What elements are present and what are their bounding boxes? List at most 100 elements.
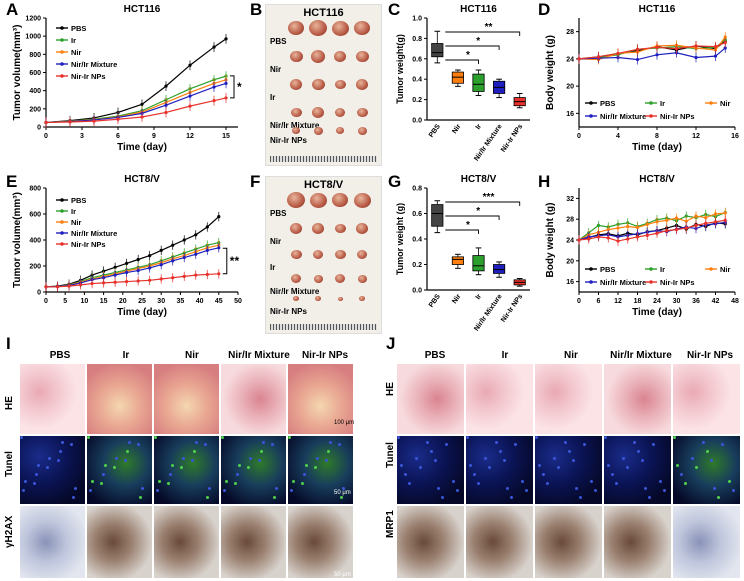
legend-marker xyxy=(60,220,64,224)
y-tick-label: 20 xyxy=(566,84,574,91)
data-point xyxy=(616,239,620,243)
stain-speck xyxy=(728,480,731,483)
column-header: PBS xyxy=(49,350,71,361)
stain-speck xyxy=(397,436,400,439)
legend-label: Nir xyxy=(720,99,731,108)
micrograph-tile xyxy=(673,436,740,504)
tumor-specimen xyxy=(337,296,343,301)
stain-speck xyxy=(702,441,705,444)
legend-label: Ir xyxy=(71,207,76,216)
stain-speck xyxy=(684,482,687,485)
data-point xyxy=(704,216,708,220)
tumor-specimen xyxy=(311,78,325,91)
stain-speck xyxy=(275,487,278,490)
data-point xyxy=(596,55,601,59)
y-tick-label: 24 xyxy=(566,56,574,63)
micrograph-tile xyxy=(20,364,85,434)
micrograph-tile xyxy=(87,506,152,578)
data-point xyxy=(68,120,72,124)
stain-speck xyxy=(452,480,455,483)
y-tick-label: 16 xyxy=(566,279,574,286)
tumor-specimen xyxy=(313,250,323,259)
significance-bracket xyxy=(445,201,521,206)
y-axis-label: Body weight (g) xyxy=(545,203,556,278)
legend-label: Nir-Ir NPs xyxy=(660,278,695,287)
stain-speck xyxy=(91,480,94,483)
stain-speck xyxy=(325,459,328,462)
column-header: Nir/Ir Mixture xyxy=(228,350,290,361)
data-point xyxy=(626,224,630,229)
tumor-specimen xyxy=(309,20,327,37)
tumor-specimen xyxy=(356,79,368,90)
legend-label: Nir/Ir Mixture xyxy=(600,112,646,121)
y-tick-label: 0.2 xyxy=(412,262,422,269)
micrograph-tile xyxy=(397,506,464,578)
data-point xyxy=(182,255,186,260)
panel-label-h: H xyxy=(538,172,551,191)
legend-label: Nir xyxy=(71,48,82,57)
y-axis-label: Tumor weight (g) xyxy=(395,203,405,275)
tumor-specimen xyxy=(313,274,323,283)
tumor-specimen xyxy=(334,223,346,234)
legend-label: Nir/Ir Mixture xyxy=(71,229,117,238)
tumor-specimen xyxy=(291,274,301,283)
stain-speck xyxy=(456,489,459,492)
series-line-nir-ir-nps xyxy=(45,97,227,124)
stain-speck xyxy=(641,459,644,462)
box xyxy=(451,256,464,265)
stain-speck xyxy=(115,457,118,460)
significance-bracket xyxy=(230,75,235,99)
micrograph-tile xyxy=(673,364,740,434)
chart-h-body-weight-hct8v: HCT8/V 0 6 12 18 24 30 36 42 48 16 20 24 28 32 Time (da… xyxy=(545,174,739,318)
data-point xyxy=(224,37,228,41)
x-tick-label: 24 xyxy=(653,298,661,305)
stain-speck xyxy=(622,457,625,460)
stain-speck xyxy=(180,466,183,469)
stain-speck xyxy=(20,436,23,439)
x-axis-label: Time (day) xyxy=(117,307,167,318)
data-point xyxy=(616,51,620,56)
data-point xyxy=(606,236,610,240)
x-tick-label: 5 xyxy=(63,298,67,305)
x-tick-label: 0 xyxy=(577,133,581,140)
data-point xyxy=(723,40,727,45)
y-tick-label: 0.8 xyxy=(412,36,422,43)
data-point xyxy=(212,85,216,89)
data-point xyxy=(102,276,106,280)
stain-speck xyxy=(124,459,127,462)
micrograph-tile xyxy=(20,506,85,578)
panel-label-j: J xyxy=(386,334,396,353)
x-tick-label: 6 xyxy=(116,133,120,140)
data-point xyxy=(78,283,83,287)
stain-speck xyxy=(314,466,317,469)
x-tick-label: Nir-Ir NPs xyxy=(500,293,524,324)
stain-speck xyxy=(484,457,487,460)
x-tick-label: Ir xyxy=(475,293,484,301)
stain-speck xyxy=(503,459,506,462)
y-tick-label: 0.6 xyxy=(412,211,422,218)
x-tick-label: PBS xyxy=(428,123,442,139)
legend-label: Ir xyxy=(660,99,665,108)
stain-speck xyxy=(604,436,607,439)
data-point xyxy=(205,272,209,277)
photo-row-label: Ir xyxy=(270,93,276,102)
x-tick-label: 45 xyxy=(215,298,223,305)
stain-speck xyxy=(713,487,716,490)
y-tick-label: 1200 xyxy=(25,16,41,23)
tumor-photo-hct116: HCT116 PBS Nir Ir Nir/Ir Mixture Nir-Ir … xyxy=(265,4,382,166)
row-header: HE xyxy=(4,396,15,410)
stain-speck xyxy=(473,473,476,476)
data-point xyxy=(140,115,144,119)
row-header: γH2AX xyxy=(4,515,15,548)
stain-speck xyxy=(72,496,75,499)
photo-row-label: Nir-Ir NPs xyxy=(270,307,307,316)
box xyxy=(451,71,464,84)
stain-speck xyxy=(70,443,73,446)
micrograph-tile xyxy=(466,436,533,504)
data-point xyxy=(704,221,708,225)
stain-speck xyxy=(37,464,40,467)
stain-speck xyxy=(35,473,38,476)
data-point xyxy=(44,285,48,289)
panel-label-e: E xyxy=(6,172,18,191)
stain-speck xyxy=(434,459,437,462)
